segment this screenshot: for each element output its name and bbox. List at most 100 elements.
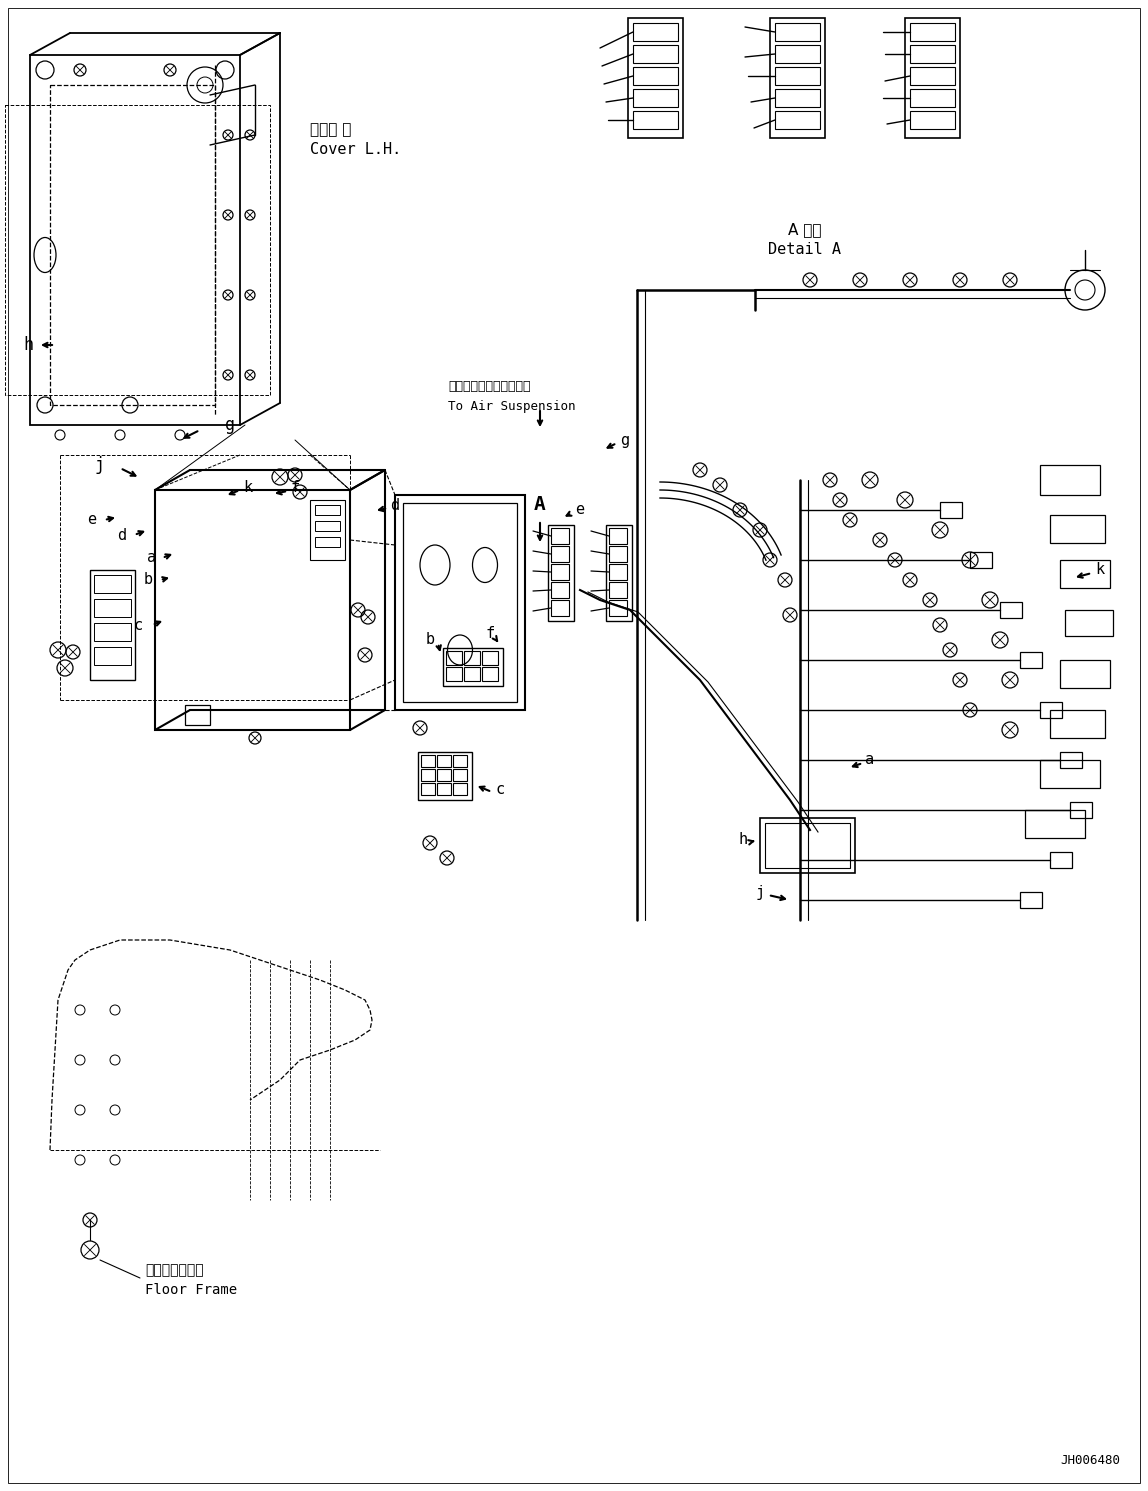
Text: g: g	[225, 416, 235, 434]
Bar	[1000, 602, 1022, 617]
Bar	[1060, 751, 1083, 768]
Bar	[453, 769, 467, 781]
Text: b: b	[426, 632, 435, 647]
Text: JH006480: JH006480	[1060, 1454, 1120, 1467]
Bar	[608, 599, 627, 616]
Bar	[421, 783, 435, 795]
Text: a: a	[147, 550, 156, 565]
Bar	[464, 652, 480, 665]
Bar	[775, 22, 820, 40]
Bar	[421, 769, 435, 781]
Text: f: f	[486, 626, 495, 641]
Bar	[910, 45, 955, 63]
Bar	[765, 823, 850, 868]
Text: h: h	[23, 335, 33, 353]
Bar	[608, 546, 627, 562]
Bar	[551, 528, 569, 544]
Bar	[633, 67, 678, 85]
Bar	[551, 581, 569, 598]
Bar	[775, 110, 820, 130]
Bar	[437, 754, 451, 766]
Bar	[1040, 702, 1062, 719]
Bar	[910, 110, 955, 130]
Text: e: e	[575, 502, 584, 517]
Text: g: g	[620, 432, 629, 447]
Text: h: h	[739, 832, 748, 847]
Bar	[1070, 802, 1092, 819]
Text: d: d	[117, 528, 126, 543]
Bar	[30, 55, 240, 425]
Bar	[395, 495, 525, 710]
Text: フロアフレーム: フロアフレーム	[145, 1263, 203, 1276]
Bar	[94, 599, 131, 617]
Bar	[940, 502, 962, 517]
Bar	[770, 18, 825, 139]
Text: j: j	[95, 456, 104, 474]
Bar	[551, 564, 569, 580]
Bar	[51, 85, 215, 406]
Text: エアーサスペンションへ: エアーサスペンションへ	[448, 380, 530, 394]
Bar	[443, 649, 503, 686]
Bar	[94, 623, 131, 641]
Bar	[775, 67, 820, 85]
Bar	[418, 751, 472, 801]
Text: c: c	[496, 783, 505, 798]
Bar	[905, 18, 960, 139]
Text: b: b	[144, 573, 153, 587]
Bar	[437, 783, 451, 795]
Bar	[482, 666, 498, 681]
Bar	[90, 570, 135, 680]
Bar	[633, 45, 678, 63]
Bar	[1021, 892, 1042, 908]
Bar	[608, 528, 627, 544]
Bar	[94, 576, 131, 593]
Bar	[633, 110, 678, 130]
Bar	[464, 666, 480, 681]
Bar	[185, 705, 210, 725]
Bar	[1050, 851, 1072, 868]
Bar	[403, 502, 517, 702]
Bar	[453, 783, 467, 795]
Text: k: k	[243, 480, 253, 495]
Text: d: d	[390, 498, 400, 513]
Bar	[1021, 652, 1042, 668]
Text: a: a	[866, 753, 875, 768]
Bar	[910, 22, 955, 40]
Bar	[551, 546, 569, 562]
Bar	[315, 537, 340, 547]
Bar	[1050, 710, 1106, 738]
Bar	[910, 89, 955, 107]
Bar	[548, 525, 574, 620]
Text: k: k	[1095, 562, 1104, 577]
Bar	[1065, 610, 1114, 637]
Bar	[1025, 810, 1085, 838]
Text: Cover L.H.: Cover L.H.	[310, 143, 402, 158]
Bar	[315, 520, 340, 531]
Bar	[421, 754, 435, 766]
Text: A: A	[534, 495, 546, 514]
Bar	[447, 666, 461, 681]
Bar	[447, 652, 461, 665]
Text: To Air Suspension: To Air Suspension	[448, 400, 575, 413]
Bar	[1040, 760, 1100, 789]
Bar	[1060, 561, 1110, 587]
Text: f: f	[290, 480, 300, 495]
Bar	[437, 769, 451, 781]
Text: e: e	[87, 513, 96, 528]
Bar	[606, 525, 633, 620]
Text: j: j	[755, 884, 765, 899]
Text: A 詳細: A 詳細	[789, 222, 822, 237]
Bar	[1050, 514, 1106, 543]
Bar	[760, 819, 855, 874]
Bar	[628, 18, 683, 139]
Bar	[633, 22, 678, 40]
Bar	[551, 599, 569, 616]
Bar	[970, 552, 992, 568]
Bar	[482, 652, 498, 665]
Text: Detail A: Detail A	[768, 242, 841, 256]
Bar	[5, 104, 270, 395]
Bar	[608, 564, 627, 580]
Text: c: c	[133, 617, 142, 632]
Text: カバー 左: カバー 左	[310, 122, 351, 137]
Bar	[633, 89, 678, 107]
